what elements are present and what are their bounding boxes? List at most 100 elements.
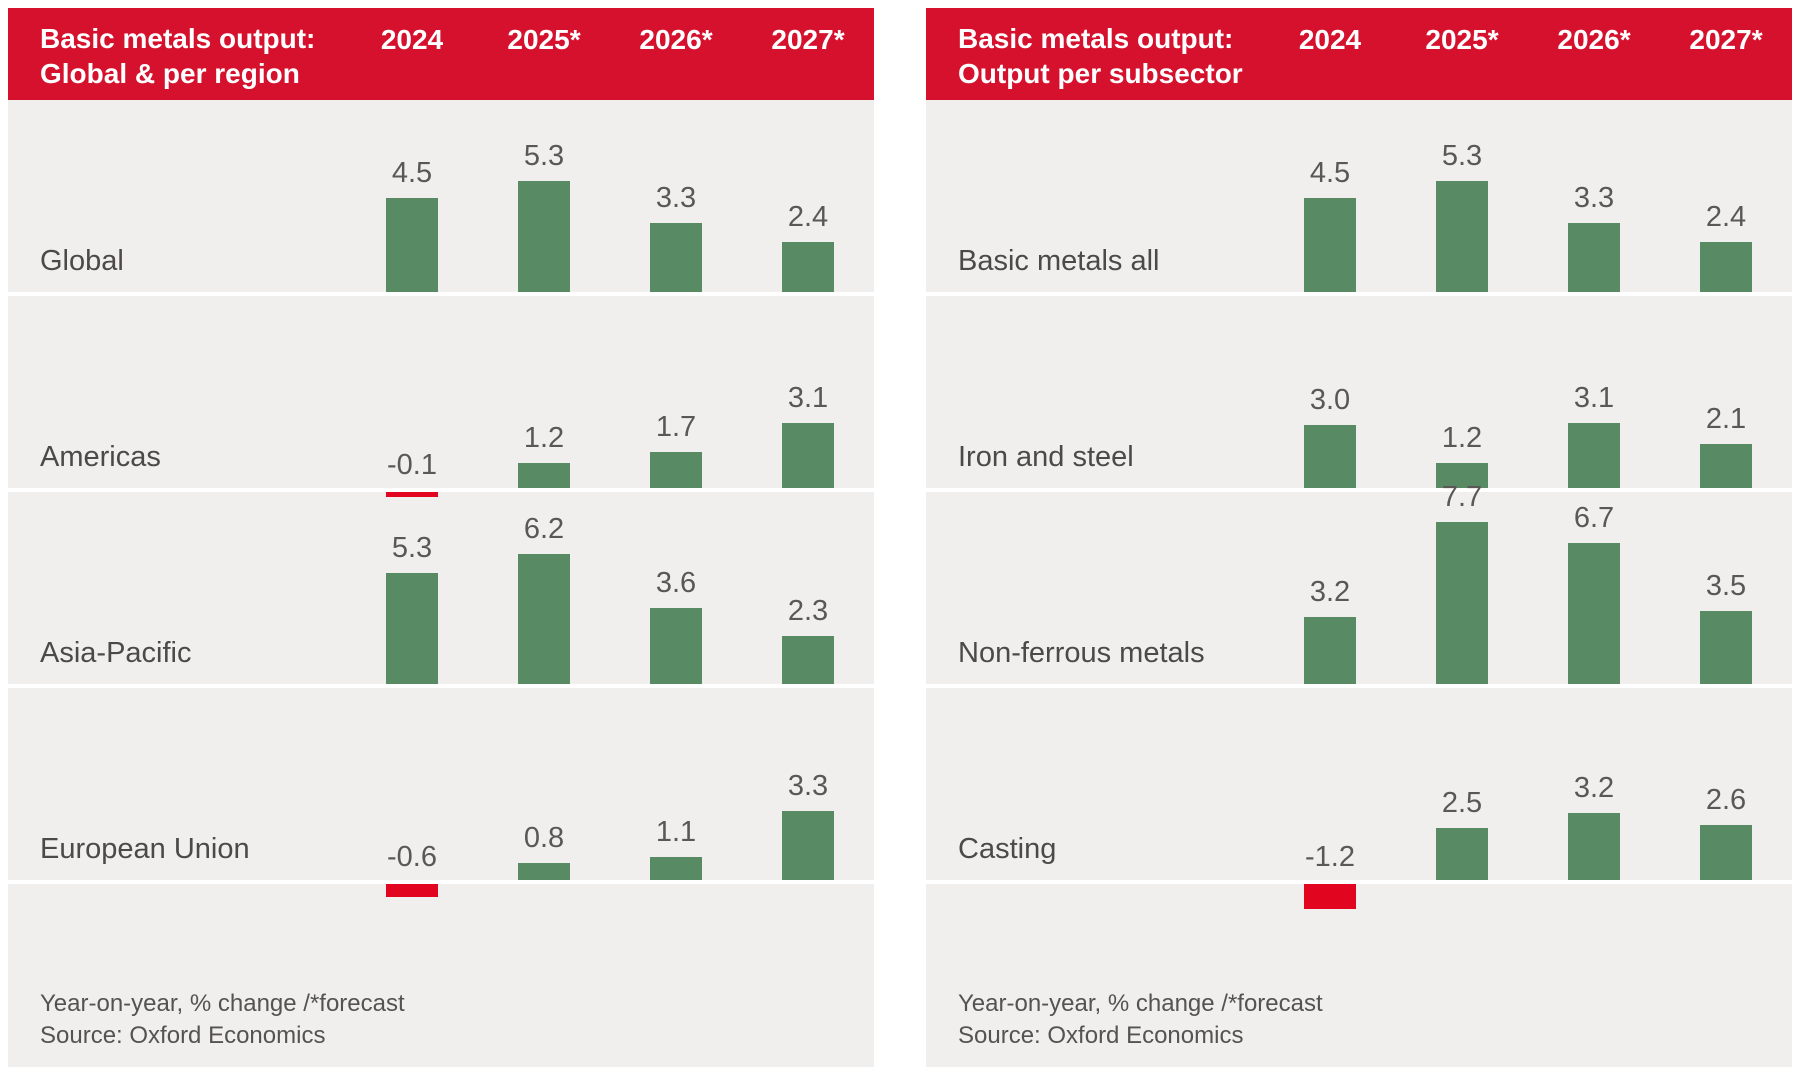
bar-cell: 2.1 — [1660, 296, 1792, 488]
chart-footer: Year-on-year, % change /*forecast Source… — [926, 884, 1323, 1067]
source: Source: Oxford Economics — [958, 1022, 1244, 1049]
row-label: Asia-Pacific — [40, 637, 192, 669]
bar-cell: 2.5 — [1396, 688, 1528, 880]
bar-cell: 3.2 — [1264, 492, 1396, 684]
chart-header: Basic metals output: Global & per region… — [8, 8, 874, 100]
bar — [650, 608, 702, 684]
bar — [782, 810, 834, 880]
value-label: 3.3 — [655, 181, 697, 214]
bar — [782, 241, 834, 292]
chart-row: European Union -0.6 0.8 1.1 3.3 — [8, 688, 874, 897]
bar-cell: 3.1 — [742, 296, 874, 488]
footnote: Year-on-year, % change /*forecast — [40, 990, 405, 1017]
bar-cells: 3.0 1.2 3.1 2.1 — [1264, 296, 1792, 488]
chart-row: Iron and steel 3.0 1.2 3.1 2.1 — [926, 296, 1792, 492]
row-label: Casting — [958, 833, 1057, 865]
chart-rows: Global 4.5 5.3 3.3 2.4 Americas -0.1 1.2 1.7 3.1 A… — [8, 100, 874, 897]
bar-cell: 1.1 — [610, 688, 742, 880]
chart-header: Basic metals output: Output per subsecto… — [926, 8, 1792, 100]
bar-cell: 3.6 — [610, 492, 742, 684]
year-column-header: 2024 — [1298, 24, 1362, 55]
bar — [1700, 825, 1752, 880]
value-label: 3.3 — [787, 769, 829, 802]
value-label: 3.3 — [1573, 181, 1615, 214]
bar-cells: 4.5 5.3 3.3 2.4 — [1264, 100, 1792, 292]
chart-row: Basic metals all 4.5 5.3 3.3 2.4 — [926, 100, 1792, 296]
bar-cells: -1.2 2.5 3.2 2.6 — [1264, 688, 1792, 910]
bar-cell: 2.4 — [742, 100, 874, 292]
value-label: 2.3 — [787, 594, 829, 627]
chart-row: Global 4.5 5.3 3.3 2.4 — [8, 100, 874, 296]
row-label: Global — [40, 245, 124, 277]
year-column-header: 2026* — [639, 24, 713, 55]
row-label: Non-ferrous metals — [958, 637, 1205, 669]
value-label: 5.3 — [1441, 139, 1483, 172]
chart-footer: Year-on-year, % change /*forecast Source… — [8, 884, 405, 1067]
value-label: 2.4 — [787, 200, 829, 233]
bar-cell: -1.2 — [1264, 688, 1396, 910]
bar — [1568, 422, 1620, 488]
bar — [1304, 425, 1356, 488]
value-label: 1.2 — [523, 421, 565, 454]
bar — [1568, 222, 1620, 292]
value-label: 6.2 — [523, 512, 565, 545]
source: Source: Oxford Economics — [40, 1022, 326, 1049]
bar — [518, 462, 570, 488]
value-label: 3.0 — [1309, 384, 1351, 416]
bar-cell: -0.6 — [346, 688, 478, 897]
bar — [650, 452, 702, 488]
value-label: 5.3 — [523, 139, 565, 172]
bar — [1568, 543, 1620, 684]
bar — [1436, 180, 1488, 292]
bar — [1304, 616, 1356, 684]
bar — [1436, 522, 1488, 684]
year-column-header: 2025* — [507, 24, 581, 55]
value-label: 3.2 — [1573, 771, 1615, 804]
bar-cell: 1.2 — [1396, 296, 1528, 488]
value-label: 4.5 — [1309, 156, 1351, 189]
bar — [518, 863, 570, 880]
value-label: -0.1 — [387, 449, 437, 481]
bar-cell: 3.3 — [1528, 100, 1660, 292]
bar-cell: 2.3 — [742, 492, 874, 684]
negative-bar — [1304, 884, 1356, 910]
bar — [518, 553, 570, 684]
row-label: Basic metals all — [958, 245, 1160, 277]
value-label: 1.2 — [1441, 421, 1483, 454]
value-label: 1.7 — [655, 411, 697, 444]
bar-cell: 6.2 — [478, 492, 610, 684]
chart-rows: Basic metals all 4.5 5.3 3.3 2.4 Iron and ste… — [926, 100, 1792, 910]
value-label: -0.6 — [387, 841, 437, 873]
bar-cell: 3.3 — [742, 688, 874, 880]
value-label: 2.4 — [1705, 200, 1747, 233]
bar — [782, 635, 834, 684]
chart-title: Basic metals output: Output per subsecto… — [926, 8, 1264, 100]
value-label: 3.1 — [787, 381, 829, 414]
year-column-headers: 2024 2025* 2026* 2027* — [346, 8, 874, 100]
year-column-header: 2027* — [1689, 24, 1763, 55]
value-label: -1.2 — [1305, 841, 1355, 873]
bar-cell: 3.1 — [1528, 296, 1660, 488]
bar-cell: 4.5 — [346, 100, 478, 292]
row-label: European Union — [40, 833, 250, 865]
bar — [1568, 812, 1620, 880]
value-label: 2.5 — [1441, 786, 1483, 819]
value-label: 7.7 — [1441, 481, 1483, 514]
bar — [1700, 443, 1752, 488]
value-label: 5.3 — [391, 531, 433, 564]
bar-cell: 2.4 — [1660, 100, 1792, 292]
value-label: 3.6 — [655, 567, 697, 600]
bar-cell: 3.0 — [1264, 296, 1396, 488]
negative-bar — [386, 884, 438, 897]
chart-title-line2: Output per subsector — [958, 58, 1243, 89]
chart-panel-per-subsector: Basic metals output: Output per subsecto… — [926, 8, 1792, 1067]
value-label: 3.1 — [1573, 381, 1615, 414]
bar-cells: -0.1 1.2 1.7 3.1 — [346, 296, 874, 497]
bar-cells: 3.2 7.7 6.7 3.5 — [1264, 481, 1792, 684]
bar — [518, 180, 570, 292]
chart-title-line1: Basic metals output: — [958, 23, 1234, 54]
bar — [1304, 197, 1356, 292]
chart-title-line1: Basic metals output: — [40, 23, 316, 54]
bar — [1436, 827, 1488, 880]
